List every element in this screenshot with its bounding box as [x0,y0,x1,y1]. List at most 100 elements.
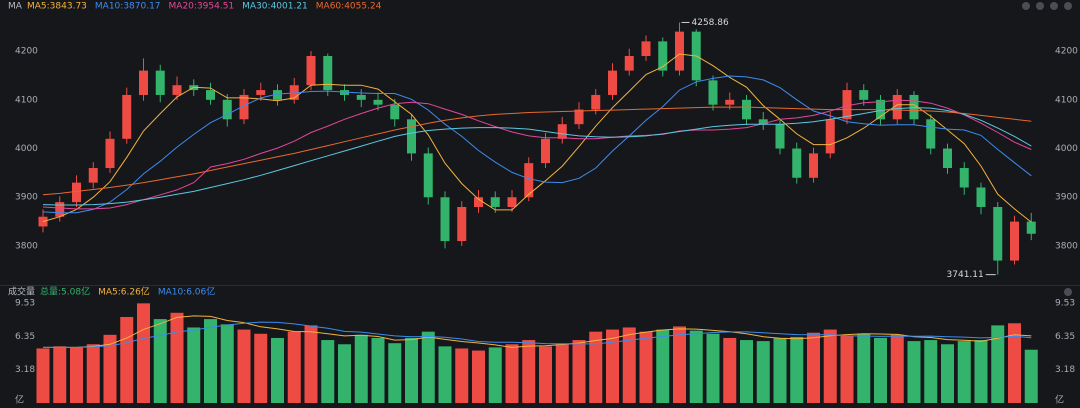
legend-entry: MA5:3843.73 [27,2,87,12]
volume-bar [472,350,485,403]
volume-bar [371,337,385,403]
ma-line [42,53,1032,223]
candle-body [708,80,718,105]
icon[interactable] [1050,2,1058,10]
candle-body [976,187,986,207]
volume-bar [1008,323,1021,403]
y-tick-label-right: 9.53 [1055,299,1075,309]
candle-body [507,197,517,207]
candle-body [524,163,534,198]
price-panel-title: MA [8,2,23,12]
high-annotation: 4258.86 [692,18,729,28]
volume-bar [840,335,854,403]
y-tick-label: 4200 [15,47,38,57]
volume-bar [153,319,167,403]
legend-entry: MA10:3870.17 [95,2,161,12]
candle-body [758,119,768,125]
volume-bar [36,348,50,403]
y-tick-label: 4100 [15,95,38,105]
candle-body [675,31,684,71]
volume-bar [606,329,619,403]
candle-body [356,94,366,100]
volume-bar [823,329,837,403]
candle-body [72,182,81,203]
volume-bar [304,325,318,403]
candle-body [139,70,148,95]
candle-body [457,206,467,242]
candle-body [993,206,1003,261]
volume-bar [187,327,201,403]
volume-bar [991,325,1005,403]
candle-body [608,70,617,95]
volume-bar [505,344,519,403]
volume-bar [890,334,904,403]
volume-bar [874,337,887,403]
candle-body [490,197,500,207]
volume-bar [807,332,820,403]
volume-bar [204,319,217,403]
y-tick-label-right: 4100 [1055,95,1078,105]
y-tick-label-right: 4000 [1055,144,1078,154]
volume-bar [421,331,435,403]
legend-entry: 总量:5.08亿 [40,286,90,298]
volume-bar [723,337,737,403]
y-tick-label: 6.35 [15,332,35,342]
candle-body [557,124,567,139]
volume-bar [120,316,134,403]
volume-ma-line [43,321,1032,348]
volume-bar [907,341,921,403]
y-tick-label: 4000 [15,144,38,154]
candle-body [306,55,316,86]
candle-body [172,85,182,95]
volume-bar [455,348,469,403]
legend-entry: MA10:6.06亿 [158,286,215,298]
volume-bar [220,324,234,403]
volume-bar [522,340,536,403]
candle-body [323,55,333,91]
candle-body [55,202,65,217]
candle-body [809,153,818,178]
candle-body [122,94,132,139]
y-tick-label-right: 3900 [1055,193,1078,203]
volume-bar [539,346,552,403]
y-tick-label: 3900 [15,193,38,203]
volume-bar [488,347,502,403]
legend-entry: MA5:6.26亿 [98,286,150,298]
volume-bar [790,336,804,403]
volume-bar [622,327,636,403]
volume-bar [405,337,418,403]
candle-body [541,138,550,164]
candle-body [775,124,785,149]
low-annotation: 3741.11 [947,270,984,280]
volume-bar [254,333,268,403]
window-icons[interactable] [1022,2,1072,296]
volume-bar [689,330,703,403]
legend-entry: MA30:4001.21 [242,2,308,12]
volume-bar [53,346,67,403]
candle-body [943,148,952,169]
volume-bar [137,303,150,403]
candle-body [792,148,802,178]
volume-bar [639,331,653,403]
icon[interactable] [1064,288,1072,296]
icon[interactable] [1064,2,1072,10]
candle-body [155,70,165,95]
candle-body [591,94,601,110]
candle-body [474,197,483,207]
candle-body [742,99,751,120]
volume-bar [857,333,871,403]
y-tick-label-right: 3.18 [1055,365,1075,375]
ma-line [42,107,1032,206]
icon[interactable] [1036,2,1044,10]
candle-body [641,41,651,56]
candle-body [239,94,249,120]
volume-bar [271,337,284,403]
legend-entry: MA60:4055.24 [316,2,382,12]
icon[interactable] [1022,2,1030,10]
candle-body [390,104,400,120]
volume-bar [237,329,251,403]
candle-body [859,90,869,100]
volume-ma-line [43,315,1032,348]
candle-body [407,119,416,154]
